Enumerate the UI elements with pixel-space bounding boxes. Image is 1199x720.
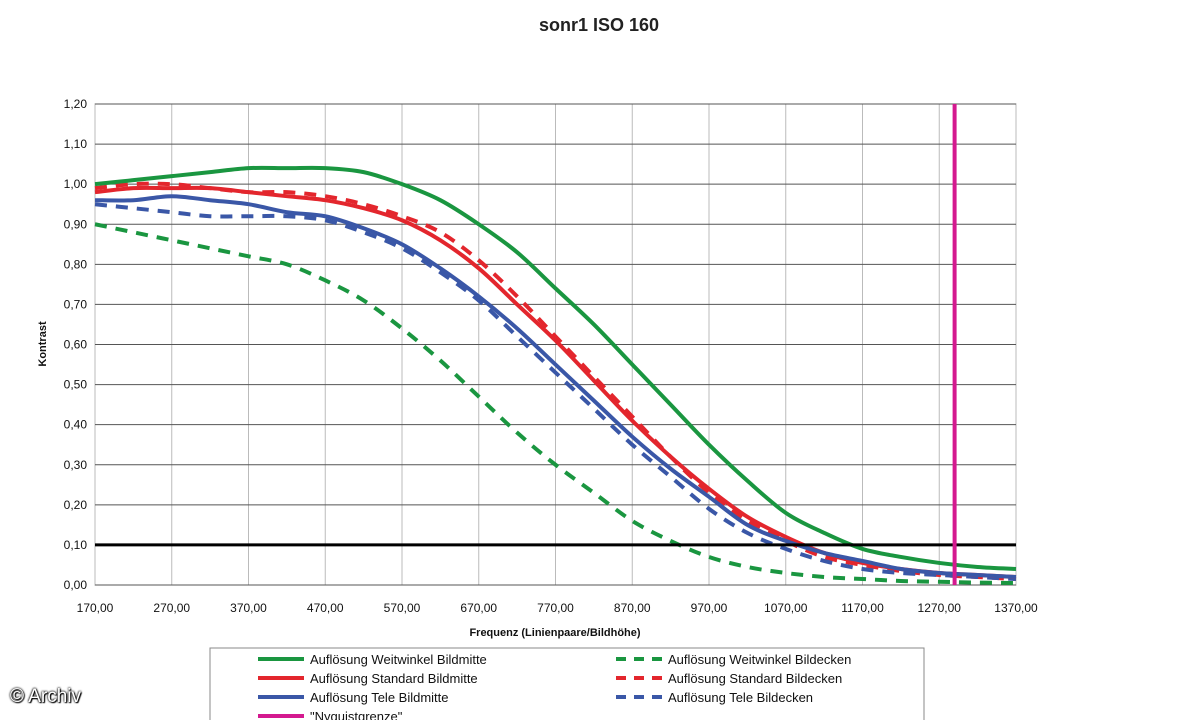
y-tick-label: 0,10 (64, 538, 88, 552)
x-tick-label: 870,00 (614, 601, 651, 615)
series-lines (94, 165, 1017, 585)
x-tick-label: 470,00 (307, 601, 344, 615)
y-tick-label: 0,00 (64, 578, 88, 592)
horizontal-gridlines (95, 103, 1016, 586)
series-line (94, 202, 1017, 581)
y-tick-label: 1,00 (64, 177, 88, 191)
y-tick-label: 0,30 (64, 458, 88, 472)
y-tick-label: 0,20 (64, 498, 88, 512)
y-tick-label: 1,10 (64, 137, 88, 151)
x-tick-label: 170,00 (77, 601, 114, 615)
series-line (94, 165, 1017, 571)
legend-label: Auflösung Weitwinkel Bildecken (668, 652, 851, 667)
chart-title: sonr1 ISO 160 (539, 15, 659, 35)
legend-label: Auflösung Standard Bildmitte (310, 671, 478, 686)
x-tick-label: 1070,00 (764, 601, 808, 615)
legend-label: Auflösung Standard Bildecken (668, 671, 842, 686)
x-tick-labels: 170,00 270,00 370,00 470,00 570,00 670,00 770,… (77, 601, 1038, 615)
y-axis-label: Kontrast (37, 321, 49, 367)
legend-label: "Nyquistgrenze" (310, 709, 403, 720)
x-tick-label: 970,00 (691, 601, 728, 615)
y-tick-label: 0,80 (64, 257, 88, 271)
legend-box (209, 647, 925, 720)
x-tick-label: 270,00 (153, 601, 190, 615)
x-tick-label: 770,00 (537, 601, 574, 615)
legend: Auflösung Weitwinkel Bildmitte Auflösung … (209, 647, 925, 720)
x-tick-label: 1270,00 (918, 601, 962, 615)
y-tick-label: 0,90 (64, 217, 88, 231)
series-line (94, 194, 1017, 579)
legend-label: Auflösung Tele Bildmitte (310, 690, 449, 705)
plot-area: 0,00 0,10 0,20 0,30 0,40 0,50 0,60 0,70 0,80 0,90… (64, 97, 1038, 615)
x-tick-label: 370,00 (230, 601, 267, 615)
x-tick-label: 1370,00 (994, 601, 1038, 615)
legend-items: Auflösung Weitwinkel Bildmitte Auflösung … (258, 652, 851, 720)
y-tick-label: 0,70 (64, 297, 88, 311)
legend-label: Auflösung Tele Bildecken (668, 690, 813, 705)
y-tick-label: 0,40 (64, 418, 88, 432)
y-tick-label: 0,50 (64, 378, 88, 392)
x-tick-label: 570,00 (384, 601, 421, 615)
watermark: © Archiv (10, 686, 82, 707)
x-tick-label: 670,00 (460, 601, 497, 615)
x-tick-label: 1170,00 (841, 601, 884, 615)
y-tick-labels: 0,00 0,10 0,20 0,30 0,40 0,50 0,60 0,70 0,80 0,90… (64, 97, 88, 592)
y-tick-label: 1,20 (64, 97, 88, 111)
y-tick-label: 0,60 (64, 338, 88, 352)
legend-label: Auflösung Weitwinkel Bildmitte (310, 652, 487, 667)
series-line (94, 222, 1017, 585)
x-axis-label: Frequenz (Linienpaare/Bildhöhe) (469, 627, 640, 639)
